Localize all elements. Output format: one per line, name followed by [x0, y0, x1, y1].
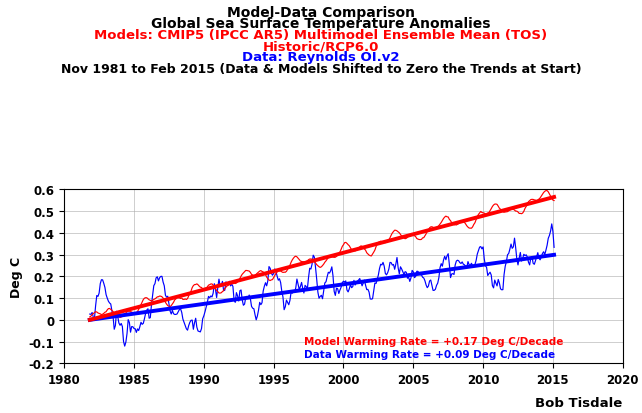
Text: Data: Reynolds OI.v2: Data: Reynolds OI.v2	[242, 51, 400, 64]
Text: Data Warming Rate = +0.09 Deg C/Decade: Data Warming Rate = +0.09 Deg C/Decade	[304, 349, 555, 359]
Text: Global Sea Surface Temperature Anomalies: Global Sea Surface Temperature Anomalies	[152, 17, 490, 31]
Text: Model Warming Rate = +0.17 Deg C/Decade: Model Warming Rate = +0.17 Deg C/Decade	[304, 336, 564, 347]
Y-axis label: Deg C: Deg C	[10, 256, 23, 297]
Text: Bob Tisdale: Bob Tisdale	[535, 396, 623, 409]
Text: Historic/RCP6.0: Historic/RCP6.0	[263, 40, 379, 53]
Text: Model-Data Comparison: Model-Data Comparison	[227, 6, 415, 20]
Text: Nov 1981 to Feb 2015 (Data & Models Shifted to Zero the Trends at Start): Nov 1981 to Feb 2015 (Data & Models Shif…	[61, 62, 581, 75]
Text: Models: CMIP5 (IPCC AR5) Multimodel Ensemble Mean (TOS): Models: CMIP5 (IPCC AR5) Multimodel Ense…	[94, 29, 548, 42]
